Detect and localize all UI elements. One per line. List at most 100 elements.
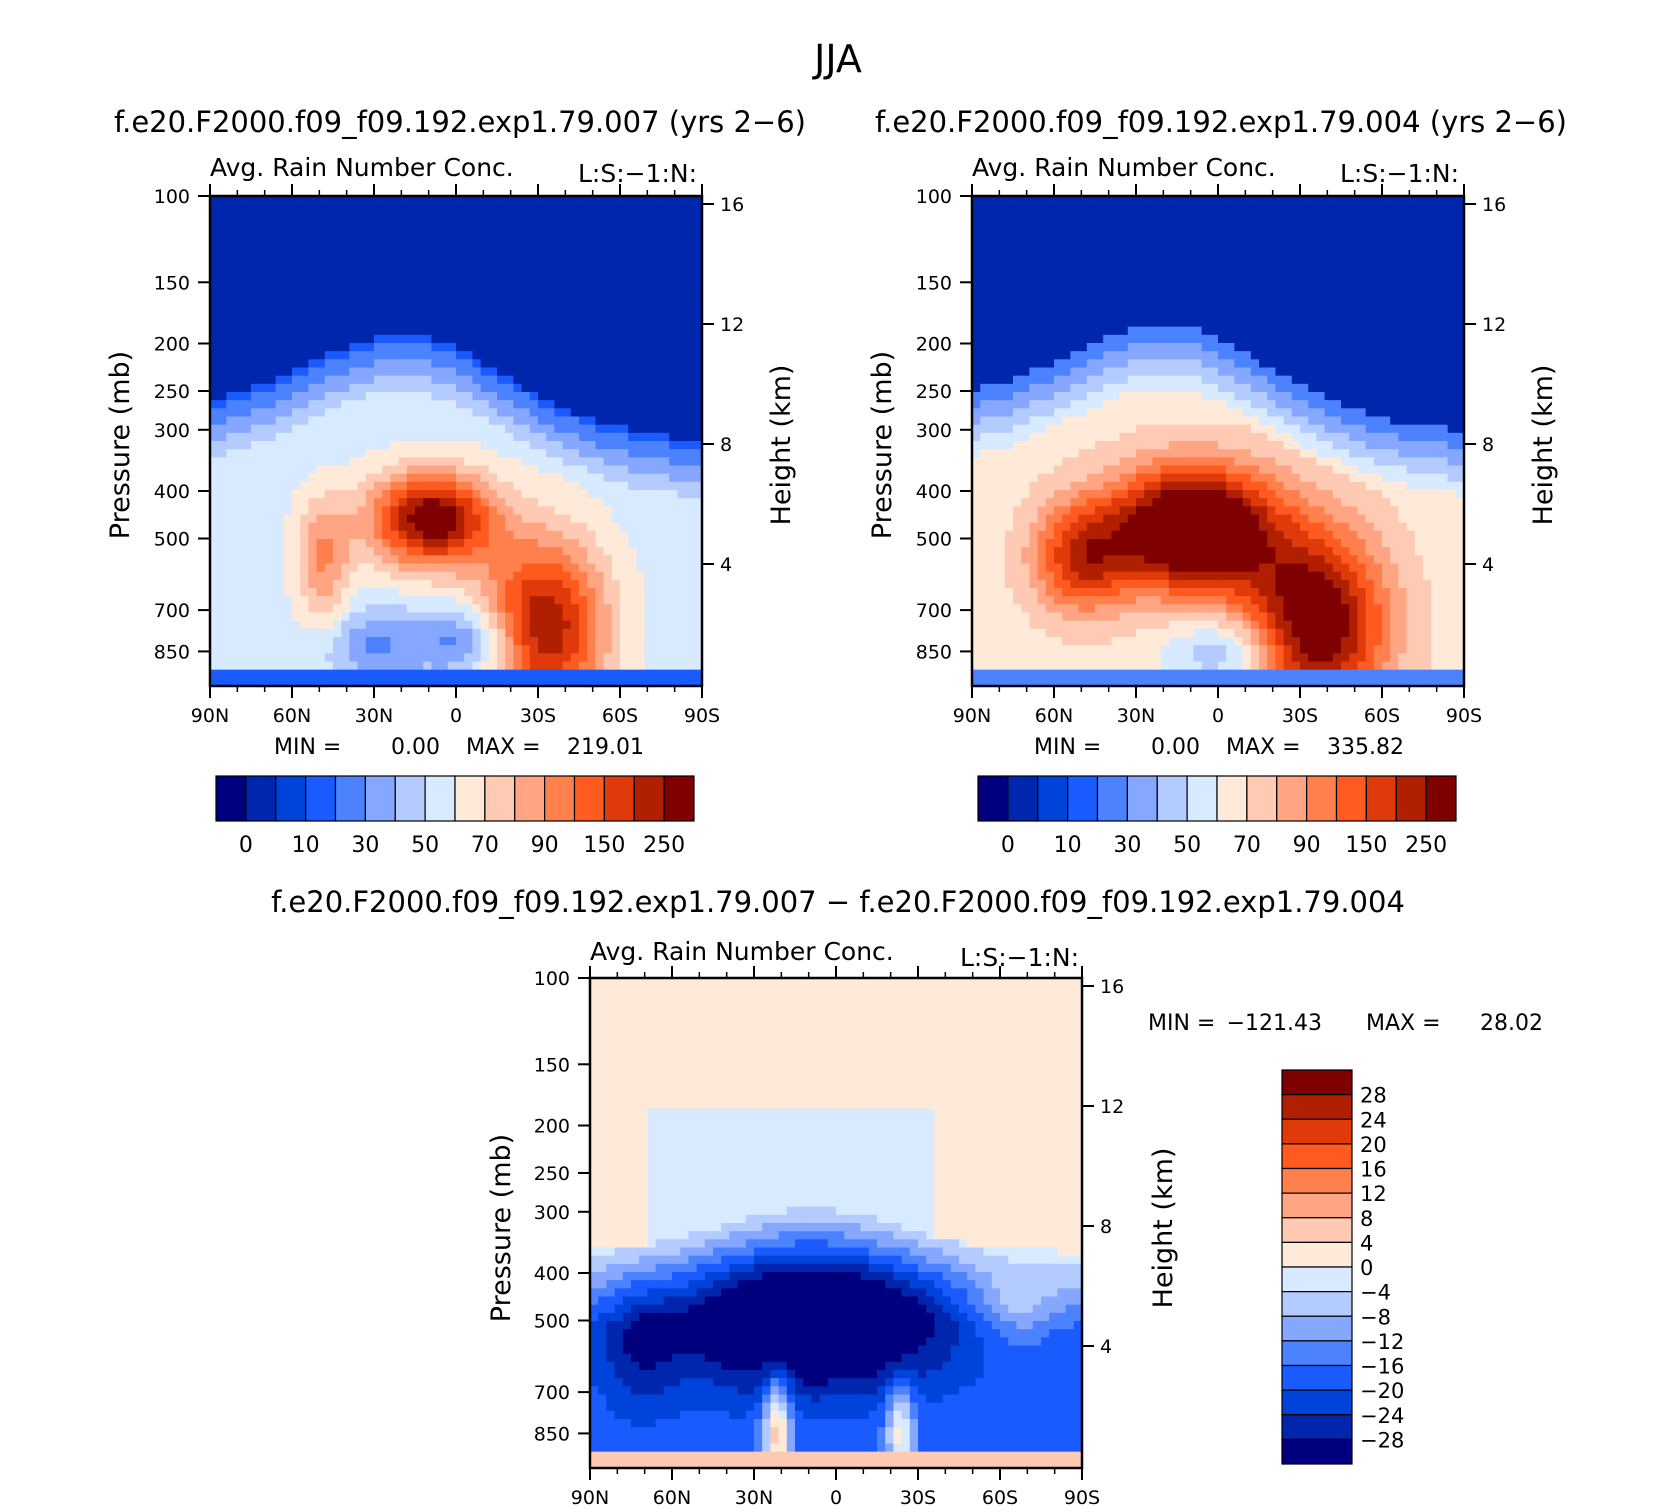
contour-cell xyxy=(1398,343,1408,352)
contour-cell xyxy=(210,441,219,450)
contour-cell xyxy=(210,506,219,516)
contour-cell xyxy=(1324,359,1334,369)
contour-cell xyxy=(554,530,564,540)
contour-cell xyxy=(242,596,252,605)
contour-cell xyxy=(1382,285,1391,295)
contour-cell xyxy=(259,196,268,205)
contour-cell xyxy=(1078,326,1088,336)
contour-cell xyxy=(324,449,334,458)
contour-cell xyxy=(1078,359,1088,369)
contour-cell xyxy=(579,506,588,516)
contour-cell xyxy=(456,416,465,426)
contour-cell xyxy=(382,204,391,213)
contour-cell xyxy=(447,490,457,499)
contour-cell xyxy=(1021,261,1030,271)
contour-cell xyxy=(398,628,408,638)
contour-cell xyxy=(374,269,383,279)
contour-cell xyxy=(636,253,646,262)
contour-cell xyxy=(406,326,416,336)
contour-cell xyxy=(357,490,367,499)
contour-cell xyxy=(1185,294,1194,303)
contour-cell xyxy=(308,359,318,369)
contour-cell xyxy=(382,514,391,524)
contour-cell xyxy=(1029,277,1039,287)
contour-cell xyxy=(374,302,383,311)
contour-cell xyxy=(685,416,695,426)
contour-cell xyxy=(521,196,531,205)
contour-cell xyxy=(415,473,424,483)
contour-cell xyxy=(398,228,408,238)
contour-cell xyxy=(1152,310,1162,320)
contour-cell xyxy=(546,334,555,344)
contour-cell xyxy=(669,383,678,393)
contour-cell xyxy=(316,498,326,507)
contour-cell xyxy=(1398,310,1408,320)
contour-cell xyxy=(1414,261,1424,271)
contour-cell xyxy=(1078,343,1088,352)
contour-cell xyxy=(669,457,678,467)
contour-cell xyxy=(218,277,227,287)
contour-cell xyxy=(620,285,629,295)
contour-cell xyxy=(1365,334,1375,344)
contour-cell xyxy=(611,457,621,467)
contour-cell xyxy=(333,539,342,548)
contour-cell xyxy=(595,588,605,597)
y2-tick-label: 12 xyxy=(720,314,744,336)
contour-cell xyxy=(242,269,252,279)
contour-field xyxy=(972,196,1465,687)
contour-cell xyxy=(661,375,670,385)
contour-cell xyxy=(398,212,408,222)
contour-cell xyxy=(374,253,383,262)
contour-cell xyxy=(570,579,580,589)
contour-cell xyxy=(1259,359,1268,369)
contour-cell xyxy=(210,302,219,311)
contour-cell xyxy=(300,359,309,369)
contour-cell xyxy=(333,245,342,254)
contour-cell xyxy=(644,522,654,532)
contour-cell xyxy=(1431,277,1440,287)
contour-cell xyxy=(1078,261,1088,271)
contour-cell xyxy=(349,449,359,458)
contour-cell xyxy=(595,245,605,254)
contour-cell xyxy=(292,245,301,254)
contour-cell xyxy=(349,628,359,638)
contour-cell xyxy=(316,579,326,589)
contour-cell xyxy=(210,212,219,222)
contour-cell xyxy=(1152,343,1162,352)
contour-cell xyxy=(456,424,465,434)
contour-cell xyxy=(562,481,572,491)
contour-cell xyxy=(382,612,391,622)
contour-cell xyxy=(423,637,432,646)
contour-cell xyxy=(472,334,482,344)
contour-cell xyxy=(283,547,293,556)
contour-cell xyxy=(579,310,588,320)
contour-cell xyxy=(1414,220,1424,230)
contour-cell xyxy=(357,432,367,442)
contour-cell xyxy=(1201,228,1211,238)
contour-cell xyxy=(628,318,637,328)
contour-cell xyxy=(1349,228,1358,238)
contour-cell xyxy=(406,261,416,271)
contour-cell xyxy=(1177,245,1186,254)
contour-cell xyxy=(1357,334,1367,344)
contour-cell xyxy=(488,637,498,646)
contour-cell xyxy=(308,506,318,516)
contour-cell xyxy=(333,465,342,475)
contour-cell xyxy=(652,473,662,483)
contour-cell xyxy=(316,204,326,213)
contour-cell xyxy=(685,588,695,597)
contour-cell xyxy=(685,343,695,352)
contour-cell xyxy=(242,514,252,524)
contour-cell xyxy=(398,555,408,565)
contour-cell xyxy=(579,359,588,369)
contour-cell xyxy=(292,326,301,336)
contour-cell xyxy=(1127,318,1137,328)
contour-cell xyxy=(406,490,416,499)
contour-cell xyxy=(1267,351,1276,360)
contour-cell xyxy=(1267,326,1276,336)
contour-cell xyxy=(480,539,490,548)
contour-cell xyxy=(226,310,236,320)
contour-cell xyxy=(603,571,613,581)
contour-cell xyxy=(308,645,318,654)
contour-cell xyxy=(1095,220,1104,230)
